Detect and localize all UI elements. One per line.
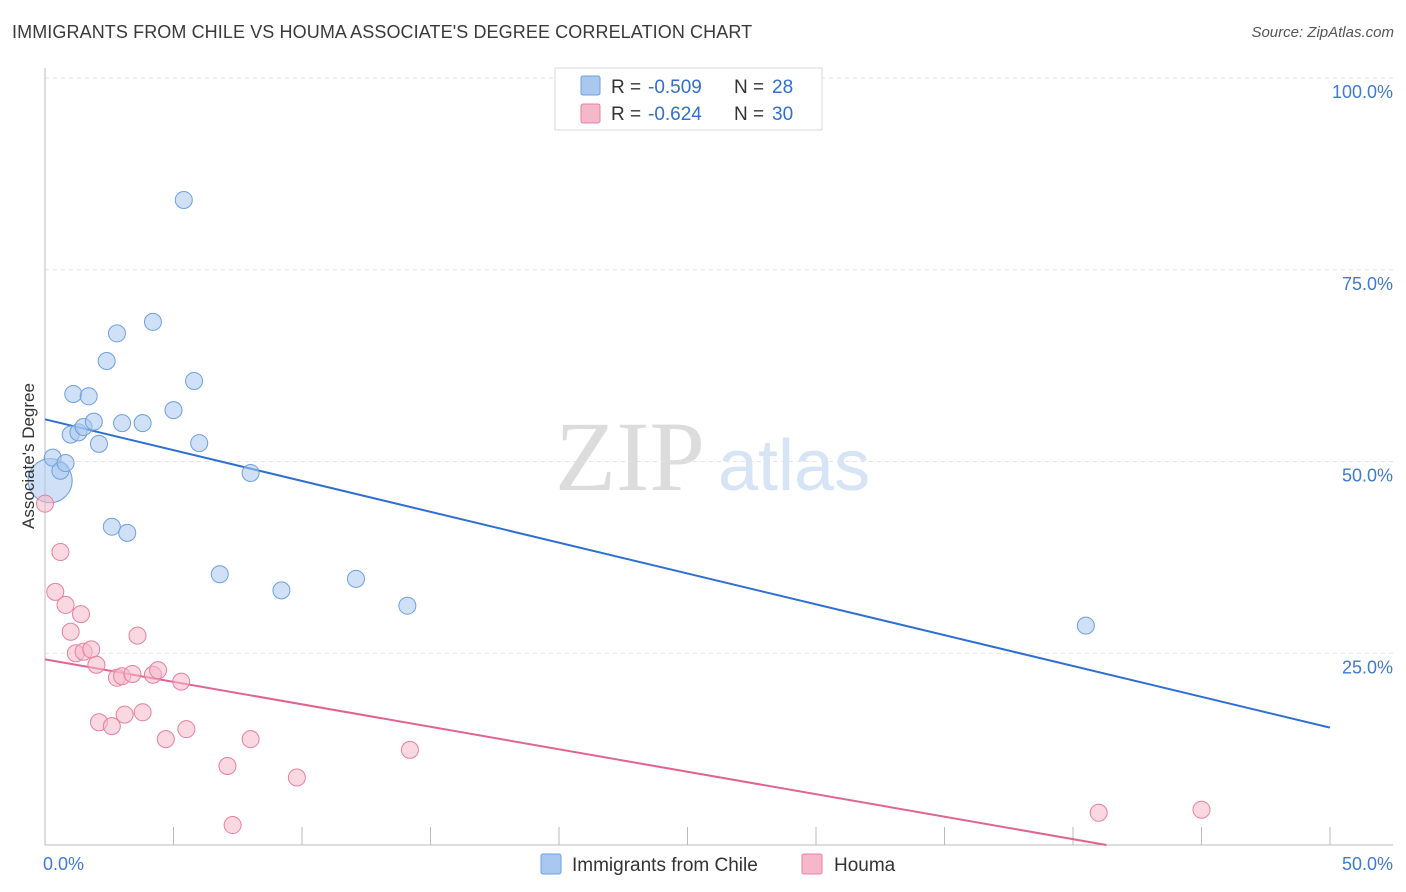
data-point-houma — [223, 816, 242, 835]
data-point-chile — [133, 414, 152, 433]
data-point-houma — [82, 640, 101, 659]
data-point-houma — [51, 543, 70, 562]
data-point-chile — [102, 517, 121, 536]
y-tick-label: 25.0% — [1342, 657, 1393, 677]
data-point-houma — [61, 622, 80, 641]
legend-n-value-houma: 30 — [772, 104, 793, 125]
data-point-chile — [346, 569, 365, 588]
y-tick-labels: 25.0% 50.0% 75.0% 100.0% — [1332, 82, 1393, 677]
data-point-houma — [241, 730, 260, 749]
data-point-chile — [97, 352, 116, 371]
data-point-chile — [1076, 616, 1095, 635]
y-tick-label: 75.0% — [1342, 274, 1393, 294]
watermark-atlas: atlas — [718, 426, 870, 506]
source-label: Source: ZipAtlas.com — [1251, 24, 1394, 41]
data-point-houma — [36, 494, 54, 513]
legend-r-label-chile: R = — [611, 77, 641, 98]
data-point-chile — [272, 581, 291, 600]
bottom-legend-label-houma: Houma — [834, 855, 896, 876]
data-point-houma — [46, 582, 65, 601]
data-point-houma — [287, 768, 306, 787]
data-point-houma — [156, 730, 175, 749]
legend-r-value-houma: -0.624 — [648, 104, 702, 125]
data-point-houma — [218, 756, 237, 775]
data-point-chile — [107, 324, 126, 343]
data-point-chile — [241, 464, 260, 483]
data-point-houma — [71, 605, 90, 624]
legend-r-label-houma: R = — [611, 104, 641, 125]
data-point-chile — [174, 190, 193, 209]
data-point-houma — [172, 672, 191, 691]
legend-n-label-chile: N = — [734, 77, 764, 98]
data-point-chile — [113, 414, 132, 433]
data-point-chile — [185, 371, 204, 390]
data-point-chile — [89, 434, 108, 453]
y-tick-label: 100.0% — [1332, 82, 1393, 102]
legend-swatch-chile — [580, 75, 601, 96]
data-point-houma — [87, 655, 106, 674]
data-point-chile — [79, 387, 98, 406]
data-point-chile — [64, 385, 83, 404]
gridlines — [45, 77, 1393, 654]
y-axis-label: Associate's Degree — [19, 383, 38, 529]
legend-swatch-houma — [580, 103, 601, 124]
bottom-legend: Immigrants from Chile Houma — [540, 853, 896, 876]
trend-line-houma — [44, 658, 1107, 846]
data-point-houma — [115, 705, 134, 724]
data-point-chile — [118, 523, 137, 542]
data-point-houma — [177, 720, 196, 739]
data-point-chile — [84, 412, 103, 431]
data-point-houma — [1089, 803, 1108, 822]
data-point-chile — [190, 434, 209, 453]
data-points — [27, 190, 1211, 835]
data-point-chile — [210, 565, 229, 584]
legend-r-value-chile: -0.509 — [648, 77, 702, 98]
x-tick-label: 50.0% — [1342, 854, 1393, 874]
data-point-houma — [400, 740, 419, 759]
data-point-houma — [123, 664, 142, 683]
data-point-houma — [128, 626, 147, 645]
chart-title: IMMIGRANTS FROM CHILE VS HOUMA ASSOCIATE… — [12, 22, 753, 42]
x-tick-label: 0.0% — [43, 854, 84, 874]
data-point-houma — [149, 661, 168, 680]
data-point-chile — [143, 312, 162, 331]
bottom-legend-label-chile: Immigrants from Chile — [572, 855, 758, 876]
legend-n-value-chile: 28 — [772, 77, 793, 98]
data-point-houma — [1192, 800, 1211, 819]
data-point-chile — [398, 596, 417, 615]
data-point-chile — [56, 454, 75, 473]
data-point-houma — [102, 717, 121, 736]
legend-box: R = -0.509 N = 28 R = -0.624 N = 30 — [554, 67, 823, 131]
bottom-legend-swatch-chile — [540, 853, 562, 875]
legend-n-label-houma: N = — [734, 104, 764, 125]
x-tick-labels: 0.0% 50.0% — [43, 854, 1393, 874]
y-tick-label: 50.0% — [1342, 466, 1393, 486]
data-point-chile — [164, 401, 183, 420]
data-point-houma — [133, 703, 152, 722]
data-point-houma — [56, 595, 75, 614]
watermark-zip: ZIP — [555, 401, 705, 512]
bottom-legend-swatch-houma — [801, 853, 823, 875]
